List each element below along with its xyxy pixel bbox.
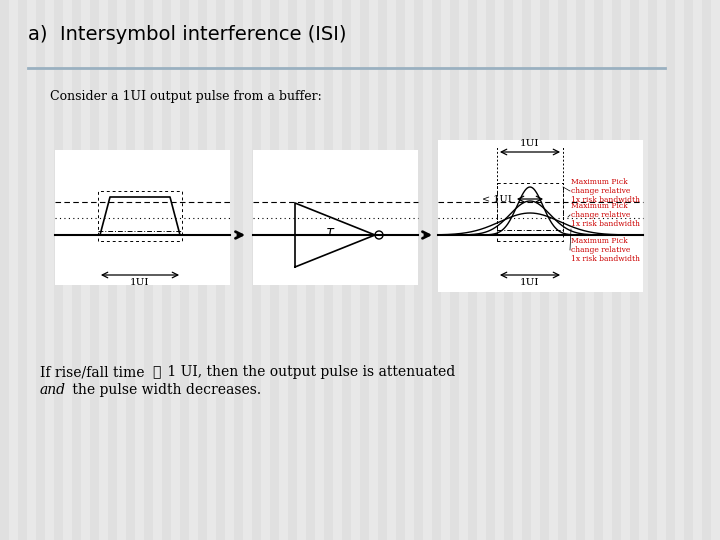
- Bar: [144, 0, 153, 540]
- Bar: [198, 0, 207, 540]
- Text: 1UI: 1UI: [521, 278, 540, 287]
- Bar: [666, 0, 675, 540]
- Text: a)  Intersymbol interference (ISI): a) Intersymbol interference (ISI): [28, 25, 346, 44]
- Text: the pulse width decreases.: the pulse width decreases.: [68, 383, 261, 397]
- Bar: [612, 0, 621, 540]
- Text: $\tau$: $\tau$: [325, 225, 336, 239]
- Text: If rise/fall time: If rise/fall time: [40, 365, 149, 379]
- Bar: [90, 0, 99, 540]
- Bar: [162, 0, 171, 540]
- Bar: [306, 0, 315, 540]
- Bar: [253, 150, 418, 285]
- Bar: [438, 140, 643, 292]
- Text: and: and: [40, 383, 66, 397]
- Bar: [522, 0, 531, 540]
- Bar: [216, 0, 225, 540]
- Bar: [594, 0, 603, 540]
- Bar: [54, 0, 63, 540]
- Bar: [540, 0, 549, 540]
- Bar: [558, 0, 567, 540]
- Text: < 1UI: < 1UI: [482, 194, 512, 204]
- Bar: [630, 0, 639, 540]
- Bar: [684, 0, 693, 540]
- Bar: [504, 0, 513, 540]
- Bar: [270, 0, 279, 540]
- Bar: [324, 0, 333, 540]
- Bar: [576, 0, 585, 540]
- Text: Maximum Pick
change relative
1x risk bandwidth: Maximum Pick change relative 1x risk ban…: [571, 237, 640, 263]
- Bar: [180, 0, 189, 540]
- Bar: [648, 0, 657, 540]
- Bar: [234, 0, 243, 540]
- Text: Maximum Pick
change relative
1x risk bandwidth: Maximum Pick change relative 1x risk ban…: [571, 178, 640, 204]
- Bar: [72, 0, 81, 540]
- Text: 1 UI, then the output pulse is attenuated: 1 UI, then the output pulse is attenuate…: [163, 365, 455, 379]
- Bar: [288, 0, 297, 540]
- Bar: [55, 150, 230, 285]
- Bar: [360, 0, 369, 540]
- Bar: [396, 0, 405, 540]
- Text: Maximum Pick
change relative
1x risk bandwidth: Maximum Pick change relative 1x risk ban…: [571, 202, 640, 228]
- Bar: [702, 0, 711, 540]
- Bar: [0, 0, 9, 540]
- Bar: [108, 0, 117, 540]
- Bar: [450, 0, 459, 540]
- Bar: [342, 0, 351, 540]
- Text: 1UI: 1UI: [521, 139, 540, 148]
- Bar: [378, 0, 387, 540]
- Text: 1UI: 1UI: [130, 278, 150, 287]
- Bar: [432, 0, 441, 540]
- Bar: [468, 0, 477, 540]
- Bar: [414, 0, 423, 540]
- Bar: [36, 0, 45, 540]
- Bar: [252, 0, 261, 540]
- Text: ≁: ≁: [152, 365, 161, 379]
- Bar: [126, 0, 135, 540]
- Bar: [486, 0, 495, 540]
- Text: Consider a 1UI output pulse from a buffer:: Consider a 1UI output pulse from a buffe…: [50, 90, 322, 103]
- Bar: [18, 0, 27, 540]
